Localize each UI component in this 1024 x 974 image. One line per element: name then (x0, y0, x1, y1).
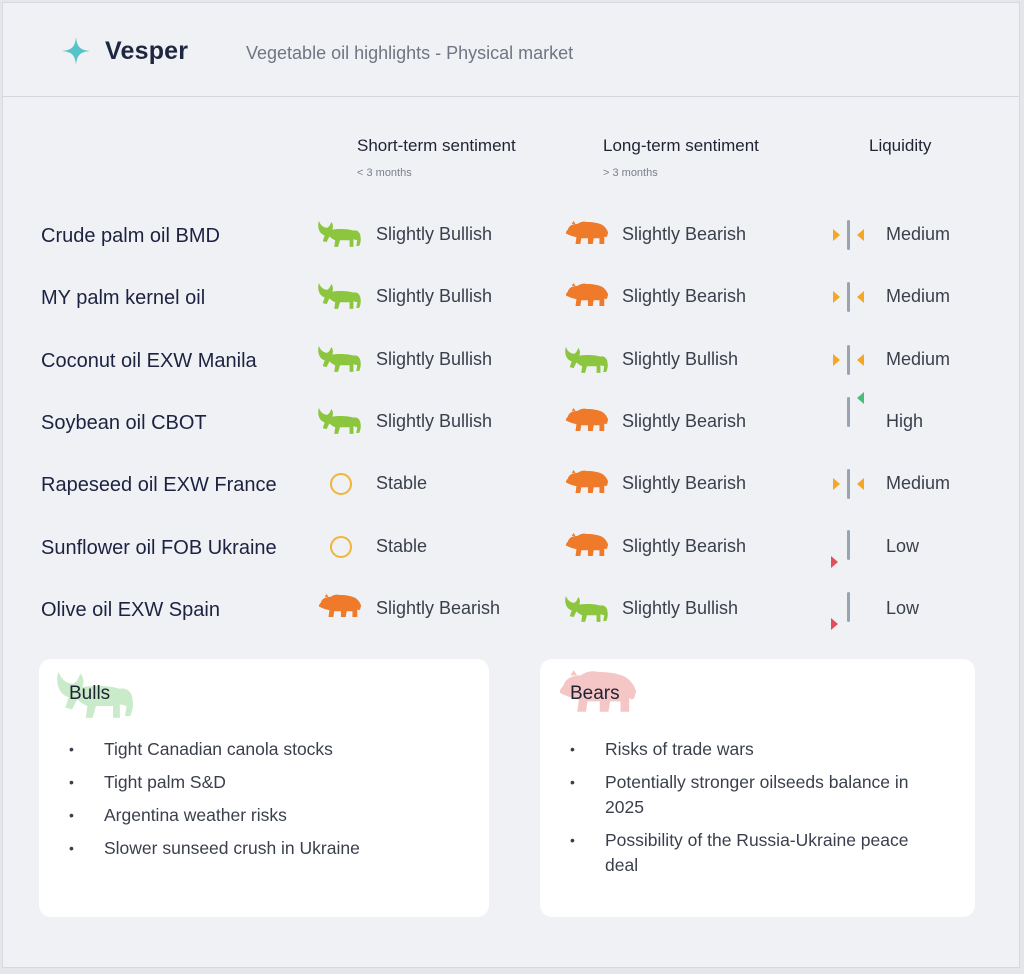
commodity-name: Sunflower oil FOB Ukraine (41, 537, 277, 559)
bull-icon (564, 592, 610, 630)
liquidity-label: Low (886, 598, 920, 618)
table-row: Crude palm oil BMD Slightly Bullish Slight… (3, 215, 1019, 255)
short-term-subheader: < 3 months (357, 167, 412, 179)
bull-icon (317, 279, 363, 317)
liquidity-low-icon (829, 529, 869, 574)
stable-icon (329, 535, 353, 564)
liquidity-medium-icon (829, 342, 869, 383)
list-item: Potentially stronger oilseeds balance in… (570, 770, 945, 820)
list-item: Slower sunseed crush in Ukraine (69, 836, 360, 861)
bulls-card: Bulls Tight Canadian canola stocksTight … (39, 659, 489, 917)
short-term-label: Slightly Bullish (376, 411, 493, 431)
short-term-label: Slightly Bullish (376, 349, 493, 369)
commodity-name: MY palm kernel oil (41, 287, 206, 309)
brand-name: Vesper (105, 37, 189, 65)
commodity-name: Coconut oil EXW Manila (41, 350, 257, 372)
list-item: Tight palm S&D (69, 770, 360, 795)
list-item: Possibility of the Russia-Ukraine peace … (570, 828, 945, 878)
short-term-label: Slightly Bullish (376, 286, 493, 306)
bear-icon (564, 405, 610, 439)
short-term-header: Short-term sentiment (357, 136, 516, 155)
commodity-name: Olive oil EXW Spain (41, 599, 220, 621)
short-term-label: Slightly Bullish (376, 224, 493, 244)
table-row: Sunflower oil FOB Ukraine Stable Slightly … (3, 527, 1019, 568)
long-term-subheader: > 3 months (603, 167, 658, 179)
long-term-label: Slightly Bearish (622, 286, 747, 306)
stable-icon (329, 472, 353, 501)
bear-icon (317, 591, 363, 625)
long-term-label: Slightly Bullish (622, 598, 739, 618)
long-term-label: Slightly Bearish (622, 411, 747, 431)
bull-icon (317, 342, 363, 380)
long-term-label: Slightly Bullish (622, 349, 739, 369)
liquidity-label: Medium (886, 224, 951, 244)
short-term-label: Stable (376, 536, 428, 556)
bulls-title: Bulls (69, 683, 111, 704)
liquidity-label: Medium (886, 349, 951, 369)
bull-icon (564, 343, 610, 381)
sparkle-icon (62, 37, 90, 65)
bear-icon (556, 665, 640, 722)
table-row: Olive oil EXW Spain Slightly Bearish Sligh… (3, 589, 1019, 630)
liquidity-low-icon (829, 591, 869, 636)
short-term-label: Stable (376, 473, 428, 493)
commodity-name: Rapeseed oil EXW France (41, 474, 277, 496)
table-row: MY palm kernel oil Slightly Bullish Slight… (3, 277, 1019, 317)
bear-icon (564, 467, 610, 501)
liquidity-high-icon (829, 392, 869, 433)
bear-icon (564, 280, 610, 314)
bear-icon (564, 218, 610, 252)
liquidity-label: Low (886, 536, 920, 556)
long-term-label: Slightly Bearish (622, 473, 747, 493)
long-term-header: Long-term sentiment (603, 136, 759, 155)
long-term-label: Slightly Bearish (622, 536, 747, 556)
header: Vesper Vegetable oil highlights - Physic… (3, 3, 1019, 97)
long-term-label: Slightly Bearish (622, 224, 747, 244)
bull-icon (317, 217, 363, 255)
bears-list: Risks of trade wars Potentially stronger … (570, 737, 945, 886)
bull-icon (55, 665, 137, 728)
table-row: Soybean oil CBOT Slightly Bullish Slightly… (3, 392, 1019, 442)
table-row: Coconut oil EXW Manila Slightly Bullish Sl… (3, 340, 1019, 380)
liquidity-label: Medium (886, 286, 951, 306)
liquidity-label: Medium (886, 473, 951, 493)
commodity-name: Soybean oil CBOT (41, 412, 207, 434)
list-item: Risks of trade wars (570, 737, 945, 762)
bears-card: Bears Risks of trade wars Potentially str… (540, 659, 975, 917)
page-subtitle: Vegetable oil highlights - Physical mark… (246, 43, 574, 63)
bull-icon (317, 404, 363, 442)
liquidity-medium-icon (829, 217, 869, 258)
short-term-label: Slightly Bearish (376, 598, 501, 618)
bear-icon (564, 530, 610, 564)
table-row: Rapeseed oil EXW France Stable Slightly Be… (3, 464, 1019, 504)
list-item: Argentina weather risks (69, 803, 360, 828)
liquidity-medium-icon (829, 279, 869, 320)
liquidity-header: Liquidity (869, 136, 932, 155)
liquidity-label: High (886, 411, 924, 431)
list-item: Tight Canadian canola stocks (69, 737, 360, 762)
commodity-name: Crude palm oil BMD (41, 225, 220, 247)
bulls-list: Tight Canadian canola stocks Tight palm S… (69, 737, 360, 869)
liquidity-medium-icon (829, 466, 869, 507)
bears-title: Bears (570, 683, 620, 704)
